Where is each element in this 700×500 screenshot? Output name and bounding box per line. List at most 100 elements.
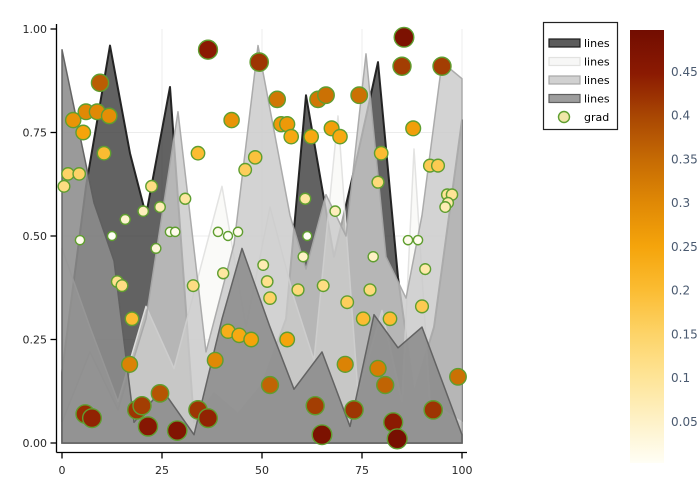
scatter-point[interactable] — [268, 90, 287, 109]
scatter-point[interactable] — [212, 226, 224, 238]
scatter-point[interactable] — [179, 192, 192, 205]
scatter-point[interactable] — [423, 400, 444, 420]
colorbar-gradient — [630, 30, 664, 463]
colorbar-tick-label: 0.05 — [671, 415, 698, 429]
scatter-point[interactable] — [132, 396, 152, 416]
scatter-point[interactable] — [120, 355, 139, 373]
scatter-point[interactable] — [414, 299, 430, 314]
scatter-point[interactable] — [81, 408, 103, 429]
scatter-point[interactable] — [186, 279, 200, 293]
scatter-point[interactable] — [317, 86, 335, 105]
scatter-point[interactable] — [232, 226, 244, 238]
scatter-point[interactable] — [373, 145, 389, 161]
scatter-point[interactable] — [386, 428, 408, 450]
scatter-point[interactable] — [355, 311, 371, 327]
scatter-point[interactable] — [302, 230, 313, 242]
legend-entry-label: grad — [584, 111, 609, 124]
scatter-point[interactable] — [263, 291, 277, 305]
legend-entry-grad-4[interactable]: grad — [557, 110, 610, 124]
scatter-point[interactable] — [393, 26, 415, 48]
scatter-point[interactable] — [217, 267, 230, 280]
scatter-point[interactable] — [311, 424, 333, 446]
scatter-point[interactable] — [419, 263, 432, 276]
scatter-point[interactable] — [367, 250, 379, 263]
y-tick-label: 0.00 — [23, 437, 48, 450]
scatter-point[interactable] — [72, 167, 87, 181]
scatter-point[interactable] — [439, 201, 452, 213]
scatter-point[interactable] — [75, 124, 92, 141]
scatter-point[interactable] — [316, 279, 330, 293]
scatter-point[interactable] — [222, 230, 234, 242]
colorbar-tick-label: 0.45 — [671, 65, 698, 79]
scatter-point[interactable] — [382, 311, 398, 327]
scatter-point[interactable] — [57, 179, 71, 193]
scatter-point[interactable] — [145, 179, 159, 193]
colorbar-tick-label: 0.25 — [671, 240, 698, 254]
scatter-point[interactable] — [249, 52, 270, 72]
legend-swatch-band — [548, 56, 581, 67]
scatter-point[interactable] — [223, 111, 240, 129]
area-series-4 — [61, 48, 463, 444]
x-tick-label: 100 — [452, 464, 473, 477]
scatter-point[interactable] — [260, 275, 274, 288]
scatter-point[interactable] — [329, 205, 342, 218]
scatter-point[interactable] — [124, 311, 140, 327]
scatter-point[interactable] — [369, 359, 387, 378]
scatter-point[interactable] — [115, 279, 129, 293]
scatter-point[interactable] — [336, 355, 354, 373]
scatter-point[interactable] — [119, 213, 131, 226]
scatter-point[interactable] — [169, 226, 181, 238]
scatter-point[interactable] — [166, 420, 188, 441]
scatter-point[interactable] — [371, 175, 385, 189]
scatter-point[interactable] — [150, 383, 170, 403]
scatter-point[interactable] — [297, 250, 309, 263]
scatter-point[interactable] — [305, 396, 325, 416]
scatter-point[interactable] — [405, 120, 422, 137]
scatter-point[interactable] — [197, 39, 219, 60]
legend-entry-label: lines — [584, 37, 610, 50]
scatter-point[interactable] — [402, 234, 414, 246]
scatter-point[interactable] — [279, 331, 296, 348]
scatter-point[interactable] — [283, 128, 300, 145]
scatter-point[interactable] — [206, 351, 224, 369]
scatter-point[interactable] — [64, 111, 82, 129]
scatter-point[interactable] — [449, 367, 467, 386]
scatter-point[interactable] — [190, 145, 206, 161]
scatter-point[interactable] — [332, 128, 348, 145]
legend-entry-lines-1[interactable]: lines — [548, 56, 610, 69]
scatter-point[interactable] — [350, 86, 369, 105]
scatter-point[interactable] — [299, 192, 312, 205]
scatter-point[interactable] — [137, 205, 150, 218]
x-tick-label: 75 — [355, 464, 369, 477]
legend-entry-lines-3[interactable]: lines — [548, 93, 610, 106]
scatter-point[interactable] — [137, 416, 159, 437]
scatter-point[interactable] — [260, 375, 280, 395]
scatter-point[interactable] — [430, 158, 446, 173]
scatter-point[interactable] — [150, 242, 162, 254]
scatter-point[interactable] — [392, 56, 412, 76]
scatter-point[interactable] — [432, 56, 452, 76]
legend-entry-lines-0[interactable]: lines — [548, 37, 610, 50]
scatter-point[interactable] — [344, 400, 364, 420]
scatter-point[interactable] — [238, 162, 253, 177]
scatter-point[interactable] — [412, 234, 424, 246]
scatter-point[interactable] — [154, 201, 166, 213]
scatter-point[interactable] — [243, 331, 260, 348]
scatter-point[interactable] — [303, 128, 320, 145]
scatter-point[interactable] — [100, 107, 118, 125]
scatter-point[interactable] — [74, 234, 86, 246]
scatter-point[interactable] — [96, 145, 112, 161]
scatter-point[interactable] — [197, 408, 219, 429]
scatter-point[interactable] — [61, 167, 75, 181]
scatter-point[interactable] — [376, 375, 395, 395]
scatter-point[interactable] — [340, 295, 355, 310]
scatter-point[interactable] — [247, 150, 263, 165]
scatter-point[interactable] — [106, 230, 118, 242]
scatter-point[interactable] — [257, 259, 270, 271]
legend-swatch-band — [548, 75, 581, 85]
scatter-point[interactable] — [291, 283, 305, 297]
legend-entry-lines-2[interactable]: lines — [548, 74, 610, 87]
scatter-point[interactable] — [90, 73, 110, 93]
scatter-point[interactable] — [363, 283, 377, 297]
